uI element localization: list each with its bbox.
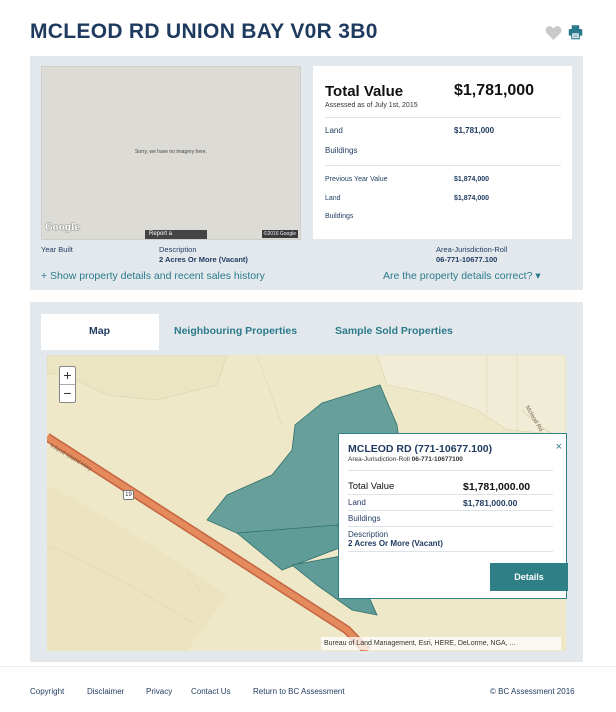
- details-button[interactable]: Details: [490, 563, 568, 591]
- divider: [348, 551, 553, 552]
- popup-total-value: $1,781,000.00: [463, 481, 531, 493]
- footer-link-privacy[interactable]: Privacy: [146, 687, 173, 696]
- ajr-label: Area-Jurisdiction-Roll: [436, 245, 508, 254]
- popup-buildings-label: Buildings: [348, 514, 381, 523]
- total-value-label: Total Value: [325, 83, 404, 100]
- description-label: Description: [159, 245, 197, 254]
- map-attribution: Bureau of Land Management, Esri, HERE, D…: [321, 637, 561, 650]
- heart-icon[interactable]: [545, 25, 562, 40]
- static-map-image: Sorry, we have no imagery here. Google R…: [41, 66, 301, 240]
- land-value: $1,781,000: [454, 126, 495, 135]
- divider: [348, 510, 553, 511]
- popup-title: MCLEOD RD (771-10677.100): [348, 443, 493, 455]
- buildings-label: Buildings: [325, 146, 358, 155]
- popup-total-label: Total Value: [348, 481, 395, 492]
- popup-subtitle: Area-Jurisdiction-Roll 06-771-10677100: [348, 456, 463, 463]
- report-link[interactable]: Report a: [145, 230, 207, 239]
- divider: [348, 494, 553, 495]
- popup-subtitle-value: 06-771-10677100: [411, 456, 463, 463]
- previous-year-value: $1,874,000: [454, 176, 490, 183]
- previous-land-value: $1,874,000: [454, 195, 490, 202]
- page-title: MCLEOD RD UNION BAY V0R 3B0: [30, 20, 378, 43]
- popup-description-value: 2 Acres Or More (Vacant): [348, 539, 443, 548]
- popup-description-label: Description: [348, 530, 389, 539]
- no-imagery-message: Sorry, we have no imagery here.: [135, 149, 207, 155]
- divider: [325, 117, 561, 118]
- tab-map[interactable]: Map: [89, 325, 110, 337]
- total-value: $1,781,000: [454, 82, 535, 99]
- previous-year-label: Previous Year Value: [325, 176, 388, 183]
- previous-land-label: Land: [325, 195, 341, 202]
- highway-shield-icon: 19: [123, 490, 134, 500]
- divider: [348, 470, 553, 471]
- year-built-label: Year Built: [41, 245, 73, 254]
- property-popup: MCLEOD RD (771-10677.100) Area-Jurisdict…: [338, 433, 568, 599]
- popup-land-value: $1,781,000.00: [463, 498, 518, 508]
- assessed-date: Assessed as of July 1st, 2015: [325, 102, 418, 109]
- show-details-link[interactable]: + Show property details and recent sales…: [41, 270, 265, 282]
- footer-copyright: © BC Assessment 2016: [490, 687, 575, 696]
- footer-link-disclaimer[interactable]: Disclaimer: [87, 687, 125, 696]
- land-label: Land: [325, 126, 343, 135]
- footer-link-copyright[interactable]: Copyright: [30, 687, 65, 696]
- correct-details-link[interactable]: Are the property details correct? ▾: [383, 270, 541, 282]
- footer-divider: [0, 666, 616, 667]
- previous-buildings-label: Buildings: [325, 213, 354, 220]
- zoom-out-button[interactable]: −: [63, 385, 72, 401]
- google-logo: Google: [45, 223, 81, 233]
- popup-land-label: Land: [348, 498, 366, 507]
- footer-link-contact-us[interactable]: Contact Us: [191, 687, 231, 696]
- popup-subtitle-label: Area-Jurisdiction-Roll: [348, 456, 410, 463]
- footer-link-return-to-bc-assessment[interactable]: Return to BC Assessment: [253, 687, 345, 696]
- map-copyright: ©2016 Google: [261, 230, 298, 238]
- divider: [325, 165, 561, 166]
- active-tab-background: [41, 314, 159, 350]
- ajr-value: 06-771-10677.100: [436, 255, 498, 264]
- zoom-control: + −: [59, 366, 76, 403]
- value-summary: Total Value Assessed as of July 1st, 201…: [313, 66, 572, 239]
- divider: [348, 526, 553, 527]
- tab-neighbouring-properties[interactable]: Neighbouring Properties: [174, 325, 298, 337]
- print-icon[interactable]: [568, 24, 583, 40]
- description-value: 2 Acres Or More (Vacant): [159, 255, 248, 264]
- tab-sample-sold-properties[interactable]: Sample Sold Properties: [335, 325, 453, 337]
- zoom-in-button[interactable]: +: [60, 367, 75, 385]
- close-icon[interactable]: ×: [555, 441, 562, 453]
